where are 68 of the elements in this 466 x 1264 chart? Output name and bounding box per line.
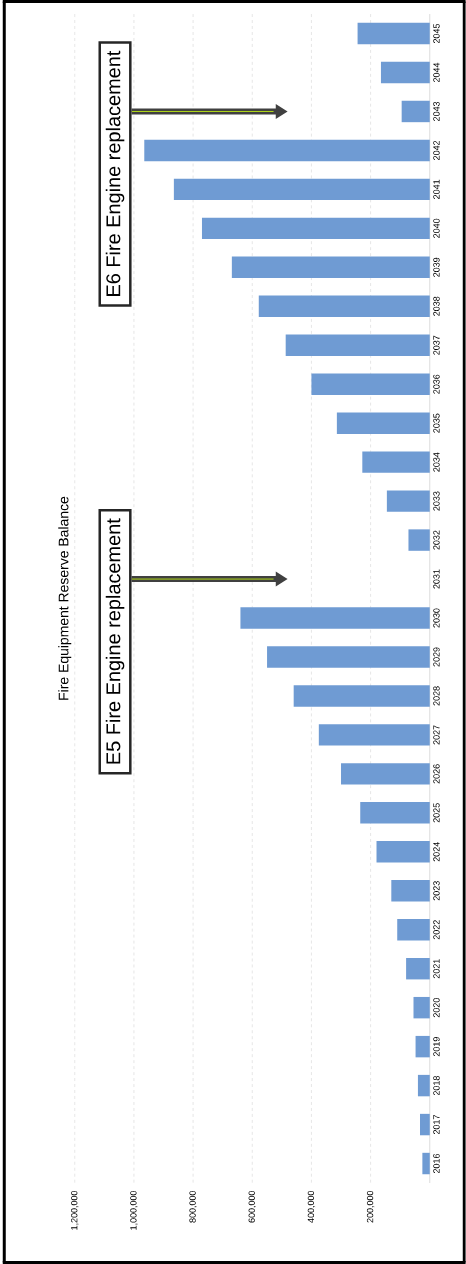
- y-tick-label: 2027: [433, 725, 440, 745]
- y-tick-label: 2033: [433, 491, 440, 511]
- x-tick-label: 1,000,000: [130, 1190, 138, 1230]
- bar: [401, 100, 430, 123]
- x-tick-label: 400,000: [307, 1190, 316, 1223]
- bar: [413, 996, 430, 1019]
- y-tick-label: 2020: [433, 998, 440, 1018]
- y-tick-label: 2043: [433, 101, 440, 121]
- bar: [360, 802, 430, 824]
- bar: [418, 1074, 430, 1097]
- y-tick-label: 2042: [433, 140, 440, 160]
- y-tick-label: 2045: [433, 23, 440, 44]
- y-tick-label: 2022: [433, 920, 440, 940]
- bar: [386, 490, 430, 512]
- x-tick-label: 800,000: [189, 1190, 197, 1223]
- bar: [357, 22, 430, 45]
- y-tick-label: 2031: [433, 569, 440, 589]
- y-tick-label: 2044: [433, 62, 440, 83]
- bar: [376, 841, 430, 863]
- bar: [408, 529, 430, 551]
- y-tick-label: 2019: [433, 1037, 440, 1057]
- bar: [406, 957, 430, 980]
- bar: [311, 373, 430, 395]
- y-tick-label: 2024: [433, 842, 440, 862]
- bar: [415, 1035, 430, 1058]
- y-tick-label: 2016: [433, 1153, 440, 1174]
- bar: [240, 607, 430, 629]
- annotation: E5 Fire Engine replacement: [105, 518, 125, 764]
- bar: [381, 61, 430, 84]
- bar: [231, 256, 430, 279]
- bar: [258, 295, 430, 317]
- y-tick-label: 2040: [433, 218, 440, 238]
- x-tick-label: 600,000: [248, 1190, 257, 1223]
- y-tick-label: 2021: [433, 959, 440, 979]
- y-tick-label: 2035: [433, 413, 440, 433]
- bar: [293, 685, 430, 707]
- y-tick-label: 2026: [433, 764, 440, 784]
- bar: [397, 919, 430, 941]
- y-tick-label: 2028: [433, 686, 440, 706]
- bar: [420, 1113, 430, 1136]
- bar: [144, 139, 430, 162]
- y-tick-label: 2034: [433, 452, 440, 472]
- y-tick-label: 2038: [433, 296, 440, 316]
- y-tick-label: 2030: [433, 608, 440, 628]
- y-tick-label: 2041: [433, 179, 440, 199]
- y-tick-label: 2036: [433, 374, 440, 394]
- text: Fire Equipment Reserve Balance: [58, 496, 72, 700]
- annotation: E6 Fire Engine replacement: [105, 50, 125, 296]
- bar: [391, 880, 430, 902]
- y-tick-label: 2023: [433, 881, 440, 901]
- y-tick-label: 2032: [433, 530, 440, 550]
- y-tick-label: 2017: [433, 1115, 440, 1135]
- bar: [422, 1152, 430, 1175]
- bar: [362, 451, 430, 473]
- bar: [285, 334, 430, 356]
- x-tick-label: 1,200,000: [71, 1190, 79, 1230]
- y-tick-label: 2029: [433, 647, 440, 667]
- y-tick-label: 2037: [433, 335, 440, 355]
- y-tick-label: 2025: [433, 803, 440, 823]
- x-tick-label: 200,000: [367, 1190, 375, 1223]
- bar: [336, 412, 430, 434]
- bar: [173, 178, 430, 201]
- bar: [318, 724, 430, 746]
- y-tick-label: 2039: [433, 257, 440, 277]
- bar: [341, 763, 430, 785]
- y-tick-label: 2018: [433, 1076, 440, 1096]
- bar: [267, 646, 430, 668]
- bar: [202, 217, 430, 240]
